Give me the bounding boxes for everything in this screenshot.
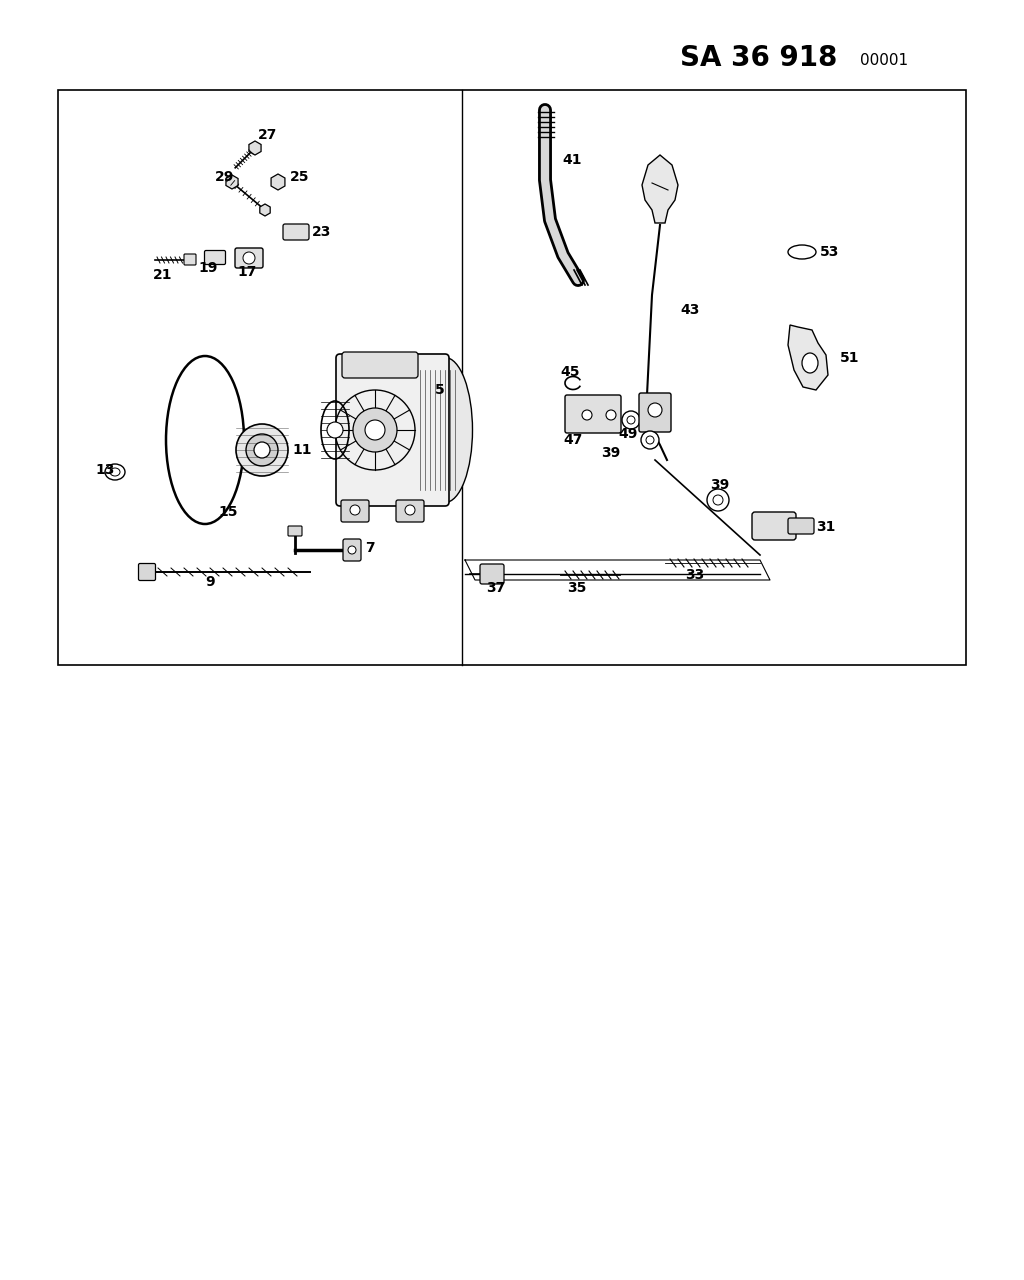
Text: 17: 17 [238, 265, 257, 279]
Circle shape [641, 431, 659, 449]
FancyBboxPatch shape [184, 253, 196, 265]
Ellipse shape [105, 465, 125, 480]
Text: 31: 31 [816, 520, 836, 534]
Circle shape [646, 436, 654, 444]
Bar [58, 90, 966, 666]
Circle shape [327, 422, 343, 438]
Circle shape [406, 506, 415, 515]
Text: 39: 39 [601, 445, 620, 460]
FancyBboxPatch shape [336, 355, 449, 506]
Polygon shape [226, 175, 238, 189]
Circle shape [243, 252, 255, 264]
Circle shape [627, 416, 635, 424]
FancyBboxPatch shape [341, 500, 369, 522]
Text: 19: 19 [199, 261, 218, 275]
Text: 33: 33 [685, 568, 705, 582]
Circle shape [353, 408, 397, 452]
Polygon shape [271, 174, 285, 189]
Text: 53: 53 [820, 244, 840, 259]
FancyBboxPatch shape [343, 539, 361, 561]
Text: 21: 21 [153, 268, 172, 282]
Circle shape [707, 489, 729, 511]
Text: 37: 37 [486, 581, 505, 595]
FancyBboxPatch shape [752, 512, 796, 540]
Polygon shape [788, 325, 828, 390]
FancyBboxPatch shape [342, 352, 418, 378]
Circle shape [713, 495, 723, 506]
Circle shape [236, 424, 288, 476]
Text: 47: 47 [563, 433, 583, 447]
Circle shape [365, 420, 385, 440]
Polygon shape [249, 141, 261, 155]
Circle shape [350, 506, 360, 515]
FancyBboxPatch shape [788, 518, 814, 534]
FancyBboxPatch shape [283, 224, 309, 241]
Circle shape [622, 411, 640, 429]
Text: 23: 23 [312, 225, 332, 239]
Circle shape [648, 403, 662, 417]
Text: 45: 45 [560, 365, 580, 379]
FancyBboxPatch shape [138, 563, 156, 581]
Text: 25: 25 [290, 170, 309, 184]
Circle shape [254, 442, 270, 458]
Text: 41: 41 [562, 154, 582, 166]
FancyBboxPatch shape [565, 396, 621, 433]
Text: 11: 11 [292, 443, 311, 457]
Text: 35: 35 [567, 581, 587, 595]
Text: 13: 13 [95, 463, 115, 477]
Text: 9: 9 [205, 575, 215, 589]
Text: SA 36 918: SA 36 918 [680, 44, 838, 72]
Circle shape [348, 547, 356, 554]
FancyBboxPatch shape [205, 251, 225, 265]
Ellipse shape [788, 244, 816, 259]
Ellipse shape [802, 353, 818, 372]
FancyBboxPatch shape [234, 248, 263, 268]
Text: 39: 39 [711, 477, 730, 492]
Text: 43: 43 [680, 303, 699, 317]
Text: 15: 15 [218, 506, 238, 518]
Circle shape [606, 410, 616, 420]
Text: 5: 5 [435, 383, 444, 397]
Polygon shape [260, 204, 270, 216]
FancyBboxPatch shape [396, 500, 424, 522]
Ellipse shape [418, 357, 472, 503]
FancyBboxPatch shape [480, 564, 504, 584]
FancyBboxPatch shape [639, 393, 671, 433]
Ellipse shape [110, 468, 120, 476]
Text: 00001: 00001 [860, 52, 908, 68]
Text: 27: 27 [258, 128, 278, 142]
Text: 49: 49 [618, 428, 637, 442]
FancyBboxPatch shape [288, 526, 302, 536]
Circle shape [246, 434, 278, 466]
Polygon shape [642, 155, 678, 223]
Text: 7: 7 [365, 541, 375, 556]
Text: 51: 51 [840, 351, 859, 365]
Circle shape [582, 410, 592, 420]
Text: 29: 29 [215, 170, 234, 184]
